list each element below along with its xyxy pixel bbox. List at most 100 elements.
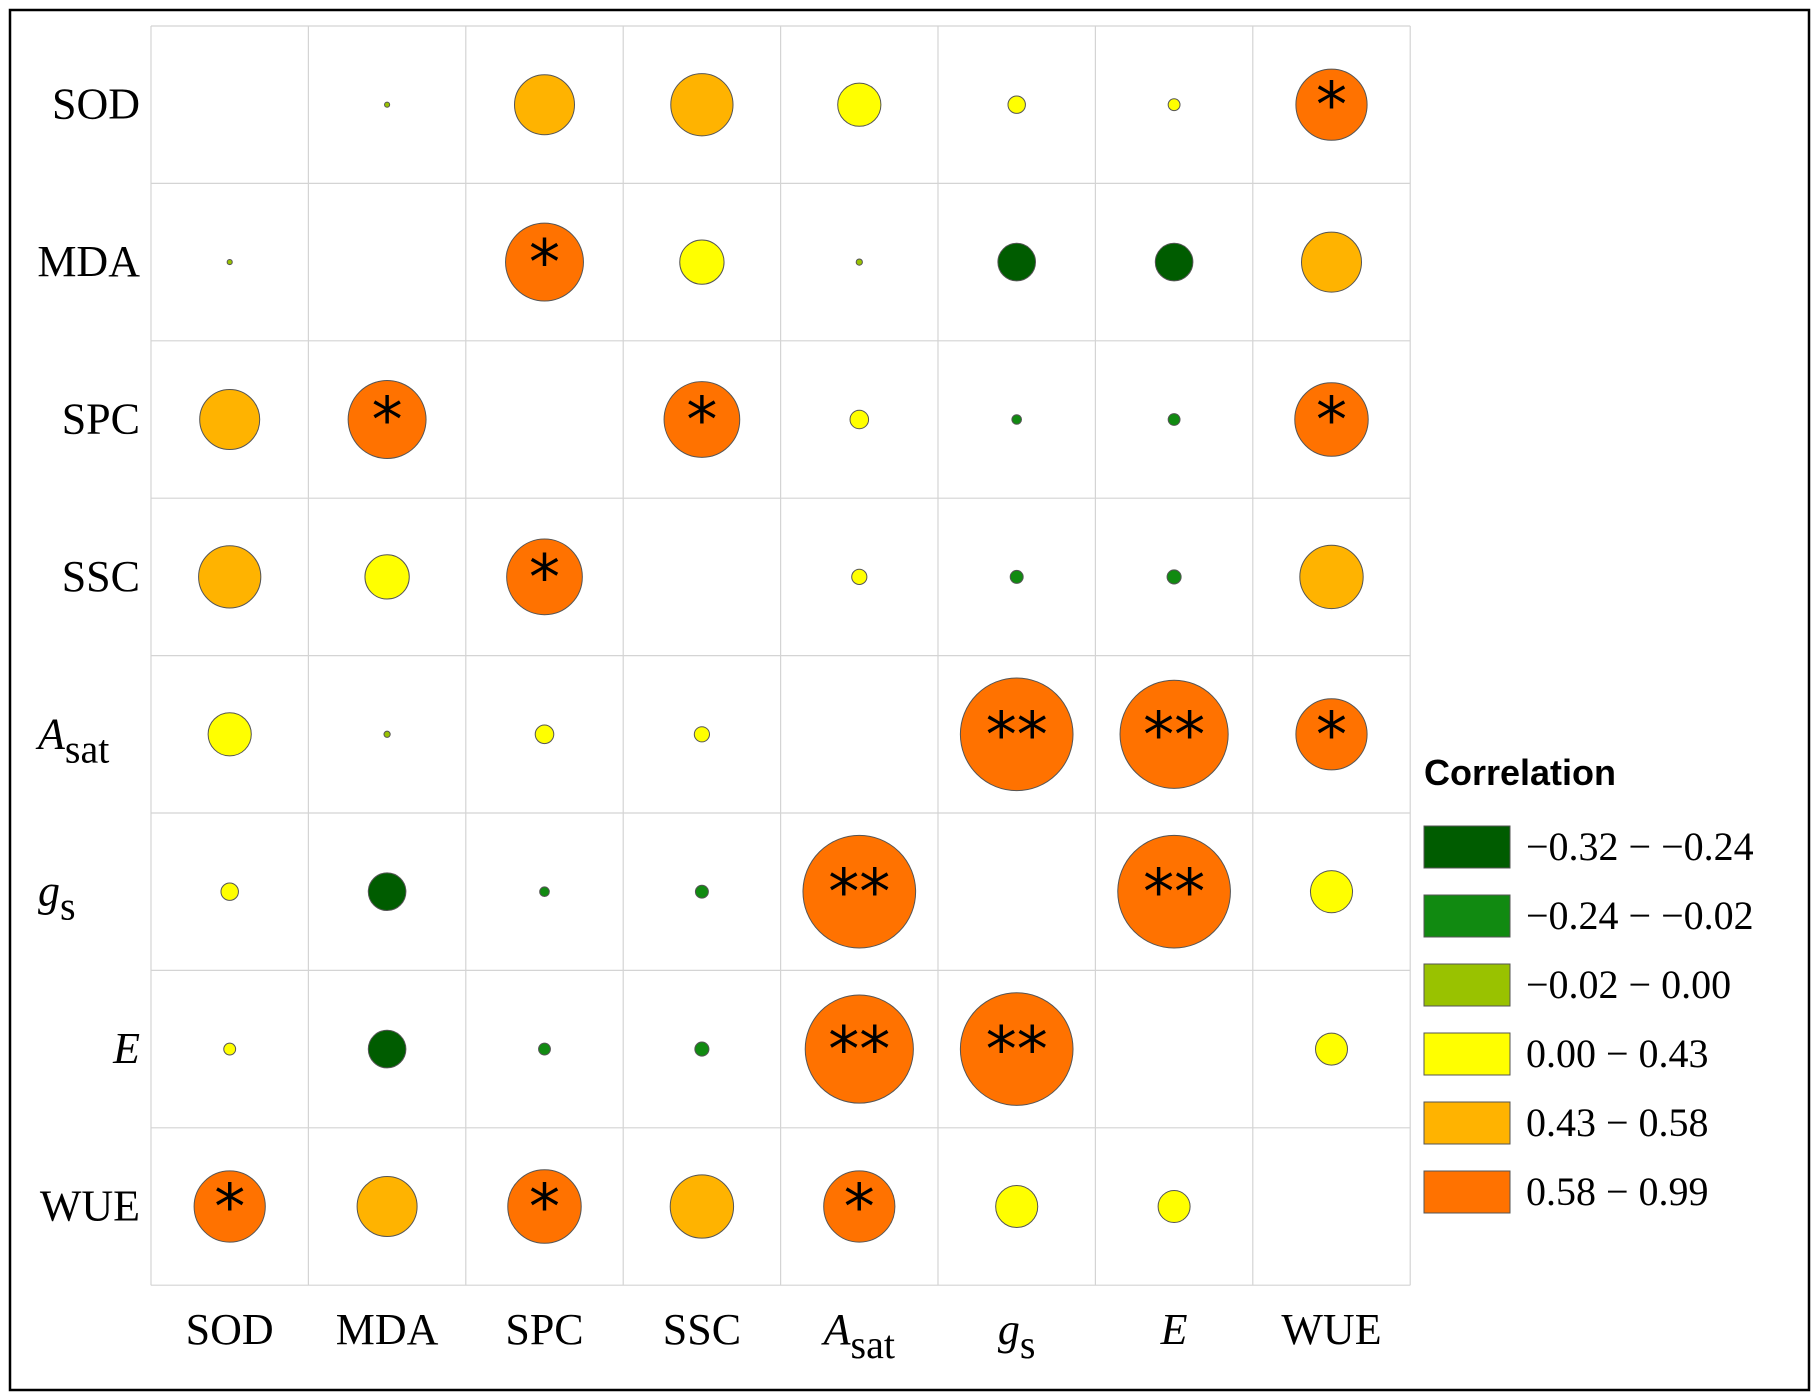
correlation-circle	[669, 1174, 735, 1239]
correlation-circle	[693, 726, 711, 743]
significance-mark: *	[529, 541, 560, 614]
correlation-circle	[1295, 68, 1368, 141]
significance-mark: **	[1143, 856, 1205, 929]
grid-layer	[150, 25, 1411, 1286]
correlation-circle	[1167, 98, 1181, 112]
correlation-circle	[226, 259, 233, 266]
correlation-circle	[1011, 414, 1023, 425]
column-label: MDA	[336, 1305, 439, 1354]
correlation-circle	[837, 82, 882, 127]
legend-label: −0.02 − 0.00	[1526, 962, 1731, 1007]
correlation-circle	[679, 239, 725, 285]
correlation-circle	[220, 882, 239, 901]
correlation-circle	[694, 1041, 710, 1057]
correlation-circle	[851, 568, 868, 586]
correlation-circle	[995, 1184, 1039, 1229]
significance-mark: *	[1316, 698, 1347, 771]
correlation-circle	[959, 992, 1074, 1106]
correlation-circle	[367, 1029, 407, 1069]
correlation-circle	[1157, 1190, 1191, 1223]
correlation-circle	[1309, 870, 1354, 914]
correlation-circle	[1166, 569, 1182, 585]
correlation-circle	[539, 886, 550, 898]
correlation-circle	[802, 834, 917, 949]
correlation-circle	[1315, 1032, 1348, 1066]
correlation-circle	[199, 389, 261, 450]
significance-mark: *	[529, 226, 560, 299]
significance-mark: *	[686, 384, 717, 457]
correlation-circle	[1119, 679, 1229, 789]
correlation-circle	[663, 381, 741, 458]
correlation-circle	[694, 884, 709, 899]
correlation-circle	[514, 74, 575, 136]
legend: Correlation −0.32 − −0.24 −0.24 − −0.02 −0…	[1423, 752, 1754, 1214]
legend-label: 0.58 − 0.99	[1526, 1169, 1709, 1214]
correlation-circle	[193, 1170, 266, 1243]
correlation-circle	[997, 242, 1037, 282]
significance-mark: **	[828, 856, 890, 929]
legend-label: 0.43 − 0.58	[1526, 1100, 1709, 1145]
significance-mark: *	[529, 1171, 560, 1244]
legend-swatch	[1423, 894, 1511, 938]
row-label: SOD	[52, 80, 140, 129]
legend-swatch	[1423, 1032, 1511, 1076]
significance-mark: *	[372, 384, 403, 457]
correlation-circle	[1294, 382, 1369, 457]
column-label: SSC	[663, 1305, 741, 1354]
correlation-circle	[534, 724, 555, 745]
correlation-circle	[1295, 698, 1368, 771]
significance-mark: *	[214, 1171, 245, 1244]
correlation-circle	[223, 1042, 237, 1056]
legend-swatch	[1423, 825, 1511, 869]
correlation-circle	[804, 994, 914, 1104]
legend-swatch	[1423, 1170, 1511, 1214]
correlation-circle	[1154, 242, 1194, 282]
column-label: gs	[998, 1305, 1036, 1367]
correlation-circle	[198, 545, 262, 609]
correlation-circle	[507, 1169, 582, 1244]
correlation-circle	[384, 101, 391, 108]
legend-label: 0.00 − 0.43	[1526, 1031, 1709, 1076]
column-label: SOD	[186, 1305, 274, 1354]
correlation-circle	[849, 409, 870, 430]
correlation-circle	[505, 222, 584, 302]
row-label: WUE	[40, 1182, 140, 1231]
correlation-circle	[506, 538, 583, 616]
correlation-circle	[823, 1170, 896, 1243]
label-layer: SOD SOD MDA MDA SPC SPC SSC SSC Asat Asat gs gs E E WU…	[35, 80, 1382, 1367]
cell-layer: *** * **** ** *** **** *** * *	[193, 68, 1369, 1244]
significance-mark: **	[986, 698, 1048, 771]
significance-mark: *	[844, 1171, 875, 1244]
correlation-circle	[538, 1042, 551, 1056]
correlation-circle	[670, 73, 734, 137]
correlation-circle	[364, 554, 410, 600]
correlation-circle	[1117, 834, 1231, 949]
correlation-circle	[207, 712, 252, 757]
row-label: MDA	[37, 237, 140, 286]
legend-label: −0.32 − −0.24	[1526, 824, 1754, 869]
correlation-circle	[1299, 544, 1364, 610]
correlation-circle	[347, 380, 427, 459]
column-label: SPC	[505, 1305, 583, 1354]
correlation-circle	[855, 258, 863, 266]
row-label: E	[112, 1024, 140, 1073]
significance-mark: *	[1316, 384, 1347, 457]
legend-swatch	[1423, 1101, 1511, 1145]
row-label: SPC	[62, 395, 140, 444]
significance-mark: **	[1143, 698, 1205, 771]
correlation-circle	[383, 730, 391, 738]
legend-title: Correlation	[1424, 752, 1616, 793]
correlation-circle	[1167, 413, 1181, 426]
correlation-circle	[1007, 95, 1026, 114]
column-label: Asat	[821, 1305, 895, 1367]
row-label: Asat	[35, 709, 109, 771]
correlation-circle	[356, 1176, 418, 1237]
row-label: SSC	[62, 552, 140, 601]
correlation-circle	[367, 872, 407, 912]
significance-mark: **	[828, 1013, 890, 1086]
chart-frame	[8, 8, 1811, 1392]
correlation-circle	[959, 677, 1074, 792]
row-label: gs	[38, 867, 76, 929]
